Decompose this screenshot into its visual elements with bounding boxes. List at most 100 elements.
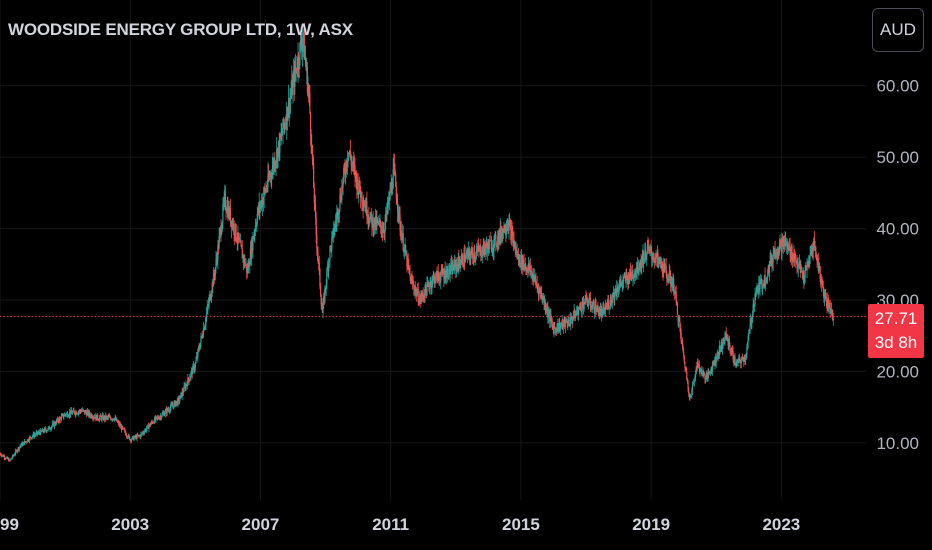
candle-body [231, 222, 233, 229]
candle-body [58, 421, 60, 422]
candle-body [562, 319, 564, 328]
candle-body [40, 429, 42, 432]
candle-body [722, 338, 724, 347]
candle-body [401, 237, 403, 241]
candle-body [20, 445, 22, 447]
x-tick-label: 1999 [0, 515, 19, 534]
candle-body [374, 217, 376, 228]
candle-body [402, 233, 404, 251]
candle-body [22, 442, 24, 444]
candle-body [105, 416, 108, 419]
candle-body [252, 236, 255, 239]
candle-body [388, 195, 391, 200]
candle-body [646, 253, 648, 260]
candle-body [438, 276, 440, 278]
candle-body [694, 374, 697, 378]
candle-body [687, 381, 689, 390]
candle-body [18, 447, 20, 450]
candle-body [641, 256, 643, 264]
candle-body [252, 236, 254, 251]
candle-body [596, 305, 598, 313]
candle-body [94, 417, 96, 419]
candle-body [343, 167, 345, 170]
candle-body [197, 349, 199, 358]
candle-body [454, 260, 456, 263]
candle-body [299, 40, 302, 43]
candle-body [671, 284, 674, 288]
candle-body [354, 166, 356, 178]
candle-body [346, 161, 349, 167]
candle-body [271, 176, 273, 178]
candle-body [375, 215, 377, 228]
candle-body [137, 434, 139, 436]
candle-body [383, 232, 386, 234]
candle-body [393, 163, 396, 170]
candle-body [465, 254, 467, 261]
candle-body [272, 162, 274, 169]
candle-body [219, 227, 221, 231]
candle-body [60, 418, 62, 421]
candle-body [552, 326, 555, 334]
candle-body [527, 264, 530, 268]
candle-body [393, 163, 395, 170]
candle-body [390, 182, 392, 192]
candle-body [535, 283, 538, 285]
candle-body [502, 228, 504, 238]
candle-body [25, 441, 27, 443]
candle-body [95, 415, 98, 420]
candle-body [742, 357, 744, 361]
candle-body [100, 415, 102, 417]
candle-body [232, 223, 235, 229]
candle-body [227, 205, 229, 218]
candle-body [70, 410, 72, 416]
candle-body [658, 258, 660, 261]
candle-body [172, 405, 174, 407]
candle-body [515, 250, 517, 252]
candle-body [314, 203, 317, 218]
candle-body [815, 246, 817, 258]
y-tick-label: 20.00 [876, 362, 919, 381]
candle-body [304, 55, 306, 60]
candle-body [806, 266, 808, 271]
candle-body [273, 159, 275, 169]
candle-body [376, 219, 379, 222]
candle-body [796, 261, 798, 266]
candle-body [695, 366, 697, 375]
candle-body [403, 247, 406, 252]
candle-body [160, 416, 162, 419]
candle-body [766, 277, 768, 279]
candle-body [703, 372, 705, 374]
currency-button[interactable]: AUD [872, 8, 924, 52]
candle-body [254, 225, 257, 232]
candle-body [246, 268, 248, 273]
candle-body [0, 454, 2, 456]
candle-body [56, 418, 59, 421]
candle-body [342, 177, 344, 188]
candle-body [410, 276, 412, 284]
candle-body [488, 241, 490, 250]
candle-body [755, 290, 757, 296]
candle-body [303, 32, 305, 60]
candle-body [399, 214, 401, 231]
candle-body [46, 429, 49, 431]
time-axis[interactable]: 1999 2003 2007 2011 2015 2019 2023 [0, 515, 800, 534]
candle-body [379, 221, 381, 223]
candle-body [319, 268, 321, 287]
candle-body [421, 292, 423, 298]
candle-body [573, 310, 575, 317]
candle-body [636, 262, 638, 274]
candle-body [304, 55, 307, 63]
candle-body [568, 319, 570, 326]
candle-body [386, 204, 388, 216]
candle-body [11, 455, 14, 458]
candle-body [205, 316, 207, 324]
candle-body [656, 253, 658, 259]
candle-body [514, 242, 516, 247]
candle-body [614, 289, 617, 294]
candle-body [655, 253, 657, 258]
candle-body [469, 256, 471, 260]
candle-body [65, 414, 67, 416]
candle-body [92, 417, 94, 419]
